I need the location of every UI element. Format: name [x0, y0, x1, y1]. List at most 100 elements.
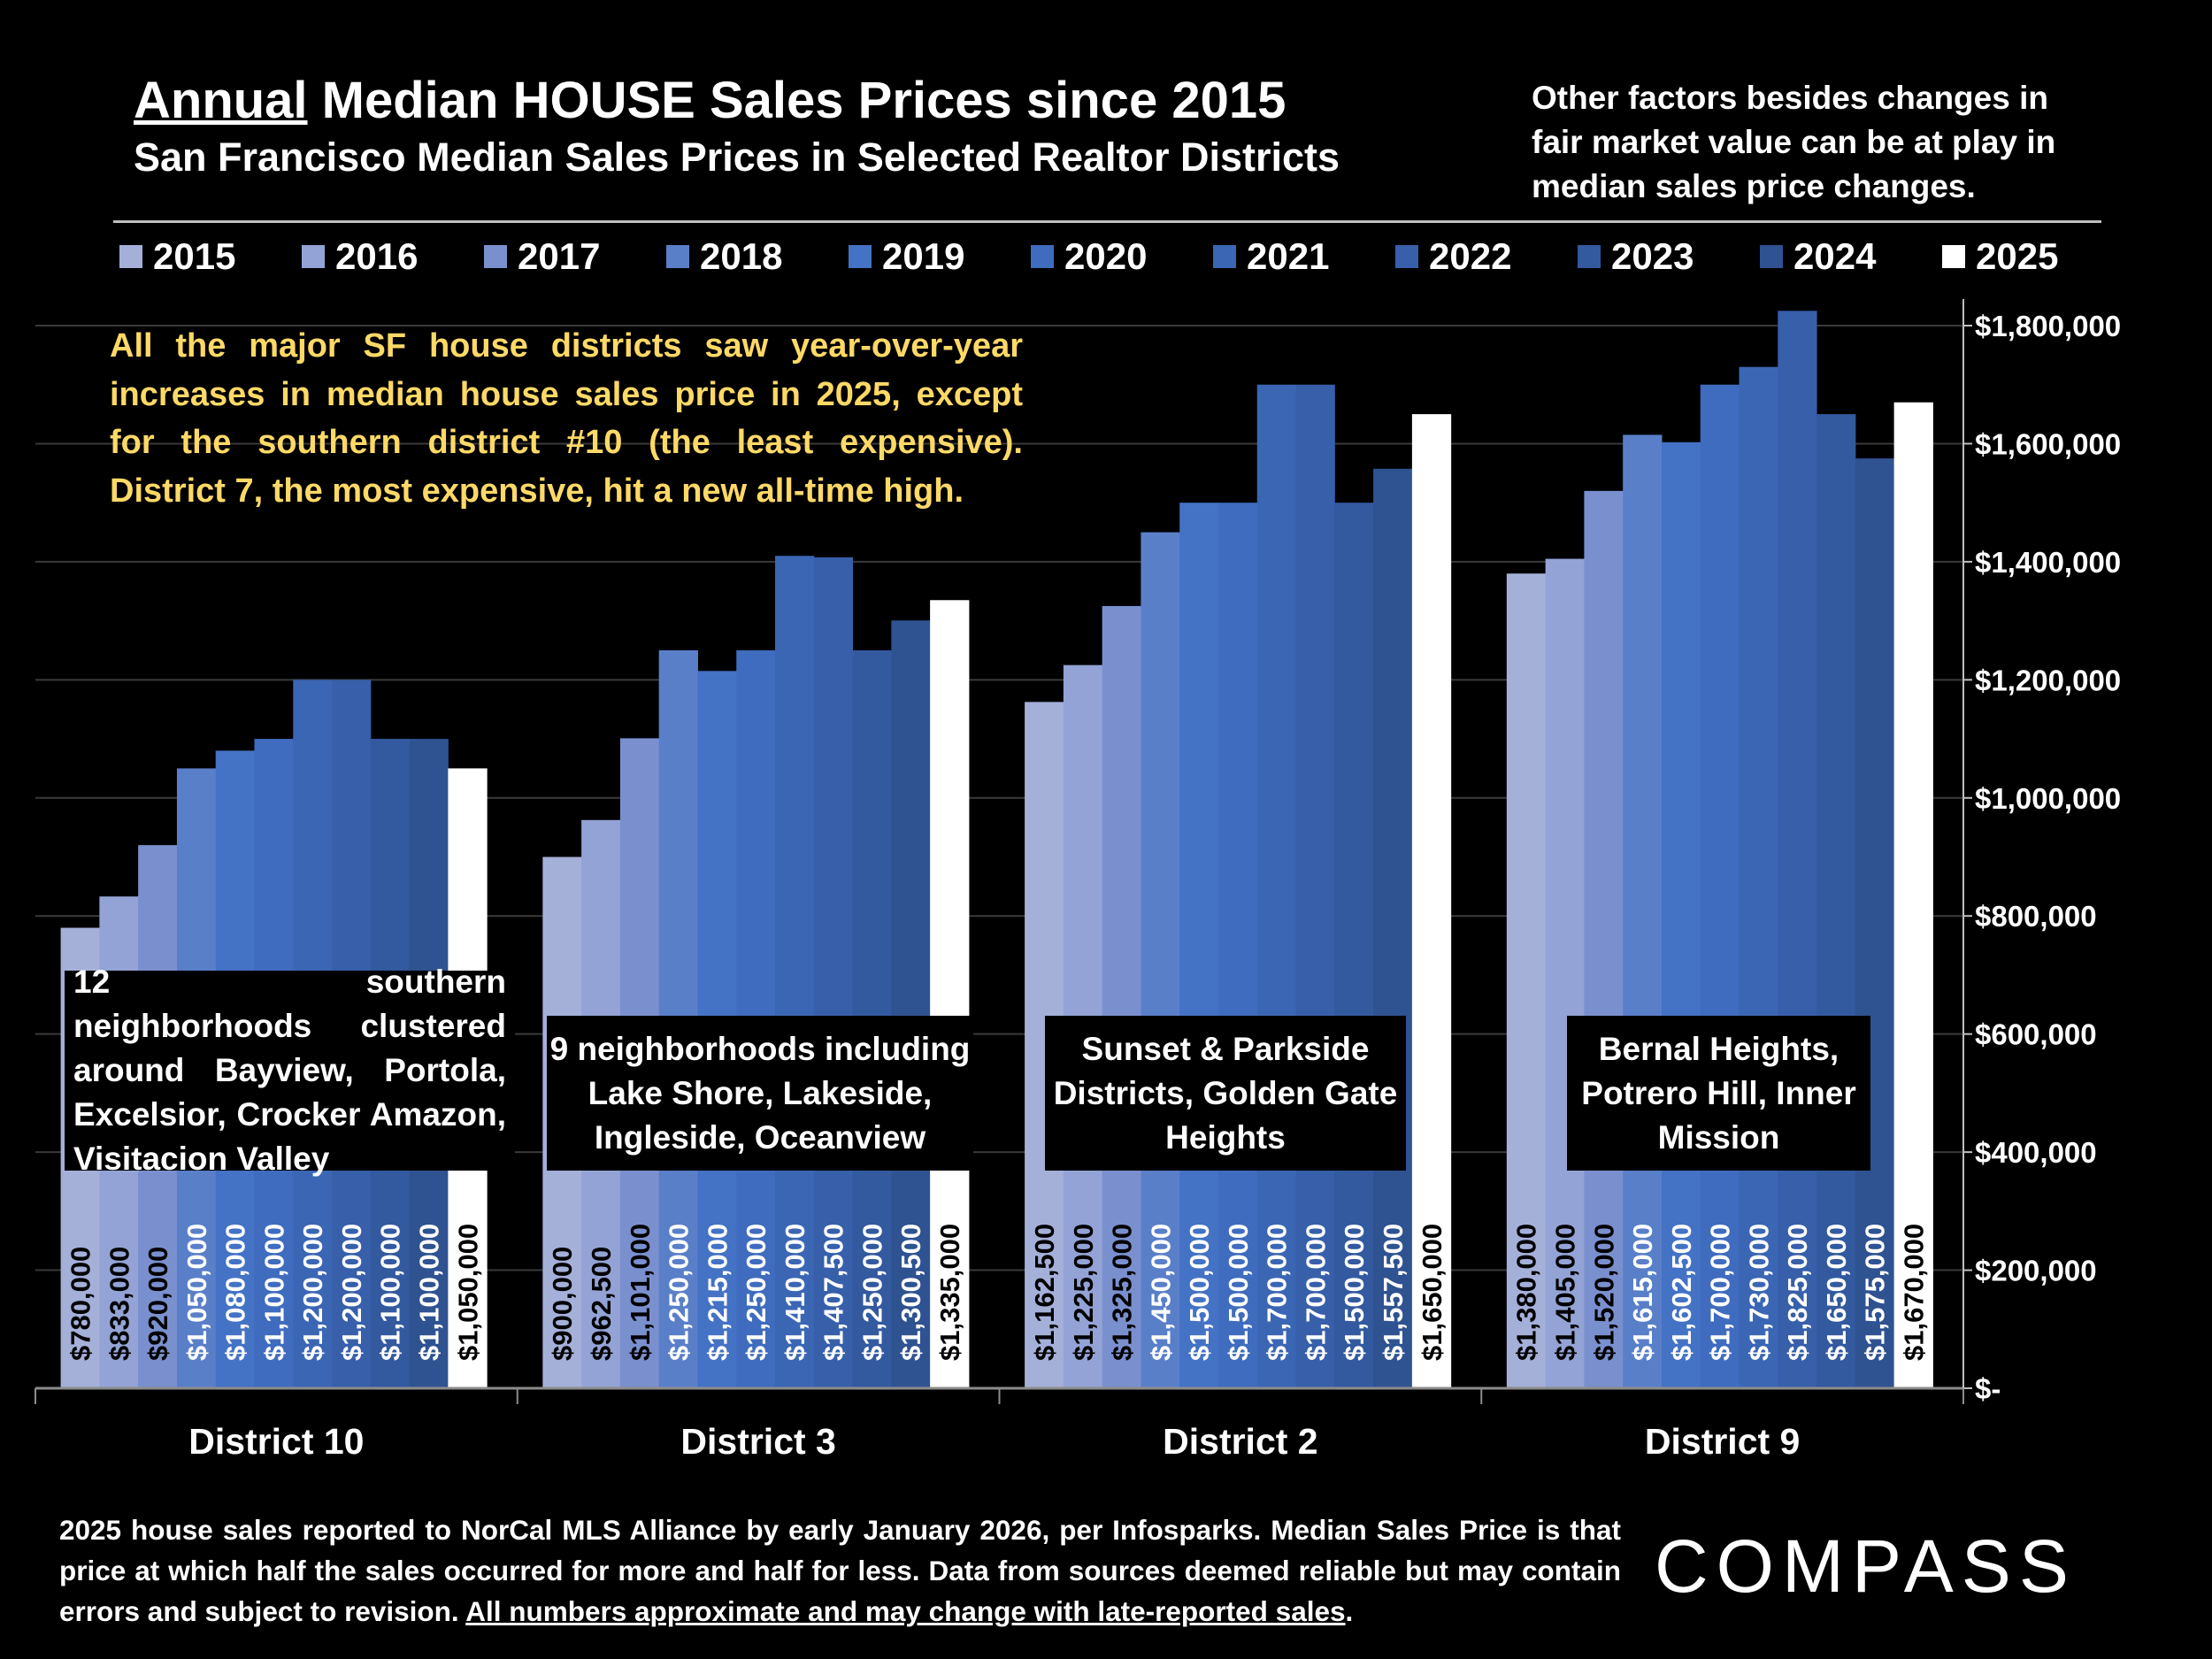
chart-subtitle: San Francisco Median Sales Prices in Sel… — [134, 134, 1340, 180]
legend-swatch — [1213, 245, 1236, 268]
legend-swatch — [119, 245, 142, 268]
data-label: $1,100,000 — [375, 1224, 406, 1361]
legend-item-2015: 2015 — [119, 235, 235, 278]
data-label: $1,200,000 — [336, 1224, 367, 1361]
category-label: District 9 — [1645, 1421, 1800, 1462]
divider — [113, 220, 2101, 223]
annotation-text: All the major SF house districts saw yea… — [110, 327, 1023, 510]
data-label: $1,250,000 — [856, 1224, 887, 1361]
data-label: $1,500,000 — [1223, 1224, 1254, 1361]
footer-disclaimer: All numbers approximate and may change w… — [465, 1595, 1346, 1627]
data-label: $1,700,000 — [1705, 1224, 1736, 1361]
bar-district-3-2021 — [775, 556, 815, 1388]
data-label: $1,700,000 — [1262, 1224, 1293, 1361]
legend-swatch — [1760, 245, 1783, 268]
district-9-note: Bernal Heights, Potrero Hill, Inner Miss… — [1567, 1016, 1870, 1171]
legend-item-2025: 2025 — [1942, 235, 2058, 278]
legend-label: 2018 — [700, 235, 783, 277]
legend-label: 2023 — [1611, 235, 1694, 277]
data-label: $1,380,000 — [1511, 1224, 1542, 1361]
bar-district-2-2020 — [1217, 503, 1258, 1388]
legend-item-2022: 2022 — [1395, 235, 1511, 278]
bar-district-2-2017 — [1102, 605, 1141, 1388]
legend-item-2019: 2019 — [849, 235, 964, 278]
data-label: $1,450,000 — [1145, 1224, 1176, 1361]
title-text: Median HOUSE Sales Prices since 2015 — [307, 72, 1286, 129]
data-label: $1,050,000 — [181, 1224, 212, 1361]
legend-label: 2020 — [1064, 235, 1148, 277]
y-tick-label: $1,000,000 — [1975, 782, 2121, 815]
data-label: $900,000 — [547, 1247, 578, 1361]
legend-swatch — [1942, 245, 1965, 268]
legend-item-2020: 2020 — [1031, 235, 1147, 278]
category-label: District 10 — [188, 1421, 364, 1462]
legend-item-2021: 2021 — [1213, 235, 1329, 278]
data-label: $1,557,500 — [1378, 1224, 1409, 1361]
data-label: $1,602,500 — [1666, 1224, 1697, 1361]
legend-label: 2021 — [1247, 235, 1330, 277]
district-2-note: Sunset & Parkside Districts, Golden Gate… — [1045, 1016, 1406, 1171]
bar-district-2-2022 — [1295, 384, 1335, 1389]
data-label: $1,520,000 — [1588, 1224, 1619, 1361]
data-label: $1,700,000 — [1300, 1224, 1331, 1361]
y-tick-label: $1,600,000 — [1975, 427, 2121, 460]
bar-district-9-2023 — [1816, 414, 1856, 1388]
bar-district-2-2021 — [1256, 384, 1297, 1389]
compass-logo: COMPASS — [1655, 1525, 2077, 1608]
legend-label: 2025 — [1976, 235, 2059, 277]
bar-district-2-2025 — [1411, 414, 1452, 1388]
bar-district-2-2023 — [1334, 503, 1374, 1388]
legend-item-2016: 2016 — [302, 235, 418, 278]
side-note: Other factors besides changes in fair ma… — [1532, 80, 2056, 204]
data-label: $1,500,000 — [1339, 1224, 1370, 1361]
legend-item-2017: 2017 — [484, 235, 600, 278]
category-label: District 2 — [1163, 1421, 1317, 1462]
bar-district-3-2025 — [930, 600, 970, 1388]
bar-district-9-2024 — [1855, 458, 1895, 1388]
legend-label: 2022 — [1429, 235, 1512, 277]
data-label: $1,100,000 — [413, 1224, 444, 1361]
bar-district-9-2015 — [1506, 573, 1547, 1388]
bar-district-2-2018 — [1141, 532, 1180, 1388]
bar-district-9-2019 — [1661, 442, 1701, 1389]
data-label: $1,615,000 — [1627, 1224, 1658, 1361]
data-label: $1,215,000 — [702, 1224, 733, 1361]
bar-district-9-2018 — [1623, 434, 1663, 1389]
legend-swatch — [484, 245, 507, 268]
chart-title: Annual Median HOUSE Sales Prices since 2… — [134, 71, 1286, 130]
data-label: $1,100,000 — [258, 1224, 289, 1361]
district-3-note: 9 neighborhoods including Lake Shore, La… — [547, 1016, 973, 1171]
legend-item-2023: 2023 — [1578, 235, 1694, 278]
data-label: $833,000 — [104, 1247, 134, 1361]
data-label: $1,080,000 — [220, 1224, 251, 1361]
legend-label: 2019 — [882, 235, 965, 277]
data-label: $920,000 — [142, 1247, 173, 1361]
data-label: $1,250,000 — [741, 1224, 772, 1361]
data-label: $1,225,000 — [1068, 1224, 1099, 1361]
data-label: $1,250,000 — [664, 1224, 695, 1361]
bar-district-9-2022 — [1778, 311, 1817, 1388]
district-10-note: 12 southern neighborhoods clustered arou… — [65, 964, 515, 1177]
data-label: $1,730,000 — [1743, 1224, 1774, 1361]
data-label: $1,500,000 — [1184, 1224, 1215, 1361]
bar-district-9-2016 — [1545, 558, 1585, 1388]
data-label: $1,300,500 — [895, 1224, 926, 1361]
data-label: $780,000 — [65, 1247, 96, 1361]
category-label: District 3 — [680, 1421, 835, 1462]
bar-district-9-2020 — [1700, 384, 1740, 1389]
bar-district-9-2021 — [1739, 366, 1778, 1388]
data-label: $1,575,000 — [1860, 1224, 1891, 1361]
data-label: $1,405,000 — [1550, 1224, 1581, 1361]
footer-end: . — [1345, 1595, 1354, 1627]
y-tick-label: $1,800,000 — [1975, 310, 2121, 342]
data-label: $962,500 — [586, 1247, 617, 1361]
legend-swatch — [666, 245, 689, 268]
legend-label: 2016 — [335, 235, 419, 277]
y-tick-label: $600,000 — [1975, 1018, 2097, 1051]
data-label: $1,670,000 — [1899, 1224, 1930, 1361]
bar-district-3-2024 — [891, 620, 931, 1388]
data-label: $1,162,500 — [1029, 1224, 1060, 1361]
data-label: $1,407,500 — [818, 1224, 849, 1361]
footer-note: 2025 house sales reported to NorCal MLS … — [59, 1509, 1621, 1632]
